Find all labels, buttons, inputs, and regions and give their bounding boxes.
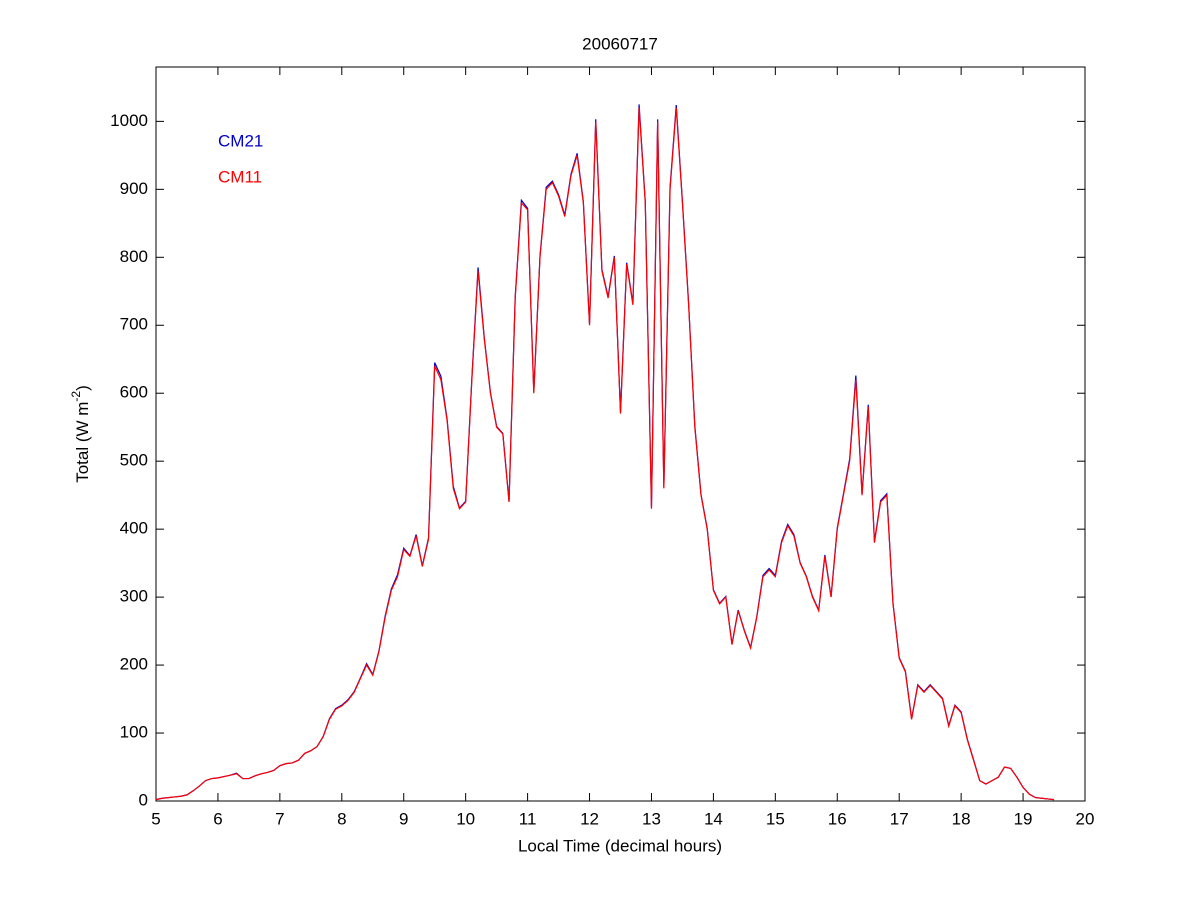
x-tick-label: 12	[580, 809, 599, 828]
series-line	[155, 107, 1055, 801]
x-tick-label: 10	[456, 809, 475, 828]
y-tick-label: 300	[120, 587, 148, 606]
y-tick-label: 0	[139, 790, 148, 809]
x-tick-label: 11	[519, 809, 537, 828]
y-tick-label: 600	[120, 383, 148, 402]
chart-title: 20060717	[582, 34, 658, 53]
x-tick-label: 18	[952, 809, 971, 828]
x-tick-label: 15	[766, 809, 785, 828]
x-axis-label: Local Time (decimal hours)	[518, 836, 722, 855]
y-tick-label: 700	[120, 315, 148, 334]
y-tick-label: 1000	[110, 111, 148, 130]
plot-area	[155, 66, 1086, 802]
y-tick-label: 900	[120, 179, 148, 198]
y-tick-label: 500	[120, 451, 148, 470]
x-tick-label: 19	[1014, 809, 1033, 828]
x-tick-label: 7	[275, 809, 284, 828]
x-tick-label: 9	[399, 809, 408, 828]
x-tick-label: 20	[1076, 809, 1095, 828]
y-label-sup: -2	[69, 391, 83, 402]
x-tick-label: 6	[213, 809, 222, 828]
y-label-text: Total (W m	[73, 402, 92, 483]
x-tick-label: 5	[151, 809, 160, 828]
y-axis-label: Total (W m-2)	[69, 385, 92, 483]
y-label-suffix: )	[73, 385, 92, 391]
x-tick-label: 8	[337, 809, 346, 828]
y-tick-label: 100	[120, 723, 148, 742]
legend-entry: CM11	[218, 167, 262, 186]
x-tick-label: 14	[704, 809, 723, 828]
x-tick-label: 16	[828, 809, 847, 828]
y-tick-label: 800	[120, 247, 148, 266]
legend-entry: CM21	[218, 131, 263, 150]
x-tick-label: 13	[642, 809, 661, 828]
y-tick-label: 200	[120, 655, 148, 674]
x-tick-label: 17	[890, 809, 909, 828]
y-tick-label: 400	[120, 519, 148, 538]
